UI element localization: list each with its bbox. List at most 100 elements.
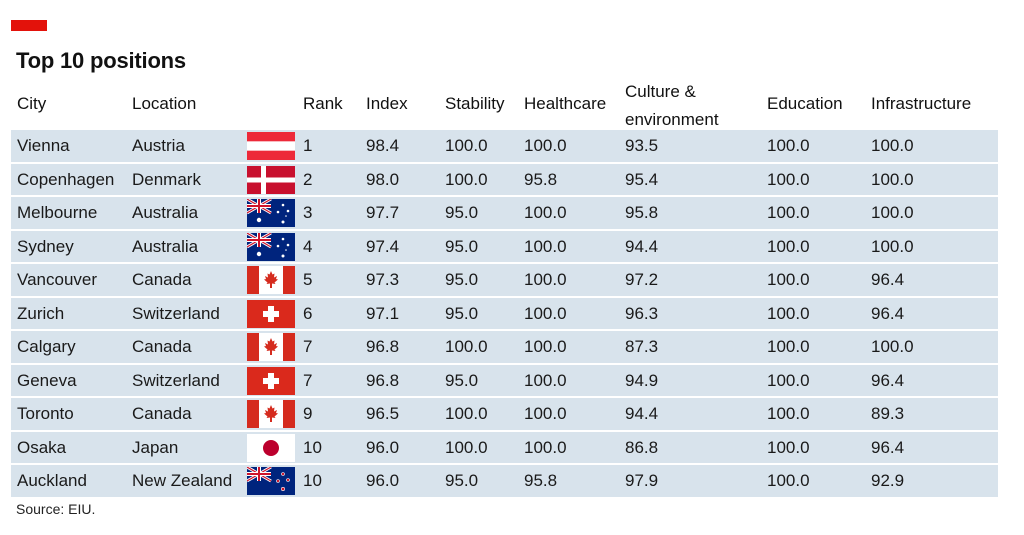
- cell-infrastructure: 100.0: [871, 169, 914, 189]
- cell-infrastructure: 92.9: [871, 471, 905, 490]
- cell-stability: 100.0: [445, 337, 488, 356]
- cell-culture: 93.5: [625, 136, 659, 155]
- denmark-flag: [247, 165, 295, 194]
- cell-index: 97.3: [366, 270, 400, 289]
- cell-education: 100.0: [767, 136, 810, 155]
- cell-city: Vienna: [17, 136, 70, 155]
- cell-index: 97.7: [366, 203, 400, 222]
- cell-healthcare: 95.8: [524, 169, 558, 189]
- header-culture-line1: Culture &: [625, 82, 696, 101]
- cell-education: 100.0: [767, 404, 810, 423]
- cell-location: Switzerland: [132, 370, 220, 390]
- cell-location: Switzerland: [132, 303, 220, 323]
- cell-rank: 9: [303, 404, 313, 423]
- cell-education: 100.0: [767, 437, 810, 457]
- cell-city: Melbourne: [17, 203, 98, 222]
- table-row: Zurich Switzerland 6 97.1 95.0 100.0 96.3 100.0…: [11, 297, 998, 329]
- cell-stability: 100.0: [445, 437, 488, 457]
- table-row: Sydney Australia 4 97.4 95.0 100.0 94.4 100.0 10…: [11, 230, 998, 262]
- cell-culture: 94.4: [625, 404, 659, 423]
- cell-location: Canada: [132, 270, 192, 289]
- cell-location: Australia: [132, 203, 199, 222]
- cell-city: Toronto: [17, 404, 74, 423]
- cell-rank: 10: [303, 437, 322, 457]
- table-body: Vienna Austria 1 98.4 100.0 100.0 93.5 100.0 100…: [11, 130, 998, 499]
- cell-city: Geneva: [17, 370, 77, 390]
- cell-healthcare: 100.0: [524, 404, 567, 423]
- cell-culture: 96.3: [625, 303, 659, 323]
- cell-location: Canada: [132, 337, 192, 356]
- cell-stability: 95.0: [445, 270, 479, 289]
- cell-index: 96.0: [366, 437, 400, 457]
- cell-education: 100.0: [767, 203, 810, 222]
- table-row: Auckland New Zealand 10 96.0 95.0 95.8 97.9 100…: [11, 465, 998, 497]
- cell-infrastructure: 96.4: [871, 303, 905, 323]
- cell-culture: 86.8: [625, 437, 659, 457]
- cell-healthcare: 100.0: [524, 136, 567, 155]
- cell-city: Osaka: [17, 437, 67, 457]
- table-row: Melbourne Australia 3 97.7 95.0 100.0 95.8 100.…: [11, 197, 998, 229]
- cell-index: 97.4: [366, 236, 400, 256]
- cell-infrastructure: 100.0: [871, 203, 914, 222]
- switzerland-flag: [247, 366, 295, 395]
- cell-city: Zurich: [17, 303, 65, 323]
- cell-education: 100.0: [767, 270, 810, 289]
- cell-city: Calgary: [17, 337, 76, 356]
- cell-rank: 1: [303, 136, 313, 155]
- cell-stability: 100.0: [445, 404, 488, 423]
- header-culture-line2: environment: [625, 110, 719, 129]
- cell-stability: 95.0: [445, 370, 479, 390]
- cell-location: Denmark: [132, 169, 201, 189]
- table-row: Vienna Austria 1 98.4 100.0 100.0 93.5 100.0 100…: [11, 130, 998, 162]
- canada-flag: [247, 333, 295, 361]
- austria-flag: [247, 132, 295, 160]
- cell-healthcare: 100.0: [524, 203, 567, 222]
- cell-index: 98.0: [366, 169, 400, 189]
- cell-infrastructure: 89.3: [871, 404, 905, 423]
- cell-healthcare: 100.0: [524, 337, 567, 356]
- chart-title: Top 10 positions: [16, 48, 186, 73]
- header-location: Location: [132, 94, 197, 113]
- canada-flag: [247, 266, 295, 294]
- cell-healthcare: 100.0: [524, 370, 567, 390]
- header-city: City: [17, 94, 47, 113]
- cell-infrastructure: 96.4: [871, 437, 905, 457]
- cell-culture: 97.9: [625, 471, 659, 490]
- cell-education: 100.0: [767, 370, 810, 390]
- table-row: Calgary Canada 7 96.8 100.0 100.0 87.3 100.0 100…: [11, 331, 998, 363]
- cell-culture: 95.8: [625, 203, 659, 222]
- cell-rank: 7: [303, 337, 313, 356]
- table-row: Toronto Canada 9 96.5 100.0 100.0 94.4 100.0 89.…: [11, 398, 998, 430]
- cell-education: 100.0: [767, 471, 810, 490]
- cell-rank: 6: [303, 303, 313, 323]
- australia-flag: [247, 232, 295, 261]
- cell-education: 100.0: [767, 303, 810, 323]
- cell-infrastructure: 100.0: [871, 236, 914, 256]
- cell-index: 98.4: [366, 136, 400, 155]
- cell-education: 100.0: [767, 169, 810, 189]
- source-note: Source: EIU.: [16, 501, 96, 517]
- cell-culture: 94.9: [625, 370, 659, 390]
- australia-flag: [247, 199, 295, 227]
- canada-flag: [247, 400, 295, 428]
- cell-stability: 100.0: [445, 136, 488, 155]
- cell-infrastructure: 100.0: [871, 136, 914, 155]
- cell-city: Auckland: [17, 471, 87, 490]
- cell-index: 96.8: [366, 337, 400, 356]
- cell-city: Vancouver: [17, 270, 98, 289]
- cell-index: 96.5: [366, 404, 400, 423]
- cell-city: Sydney: [17, 236, 74, 256]
- cell-healthcare: 100.0: [524, 303, 567, 323]
- cell-stability: 95.0: [445, 303, 479, 323]
- header-rank: Rank: [303, 94, 343, 113]
- table-row: Copenhagen Denmark 2 98.0 100.0 95.8 95.4 100.0…: [11, 163, 998, 195]
- cell-location: Japan: [132, 437, 179, 457]
- new-zealand-flag: [247, 467, 295, 495]
- japan-flag: [247, 433, 295, 462]
- cell-culture: 95.4: [625, 169, 659, 189]
- table-header: City Location Rank Index Stability Healt…: [11, 78, 998, 129]
- cell-rank: 5: [303, 270, 313, 289]
- switzerland-flag: [247, 299, 295, 328]
- cell-healthcare: 95.8: [524, 471, 558, 490]
